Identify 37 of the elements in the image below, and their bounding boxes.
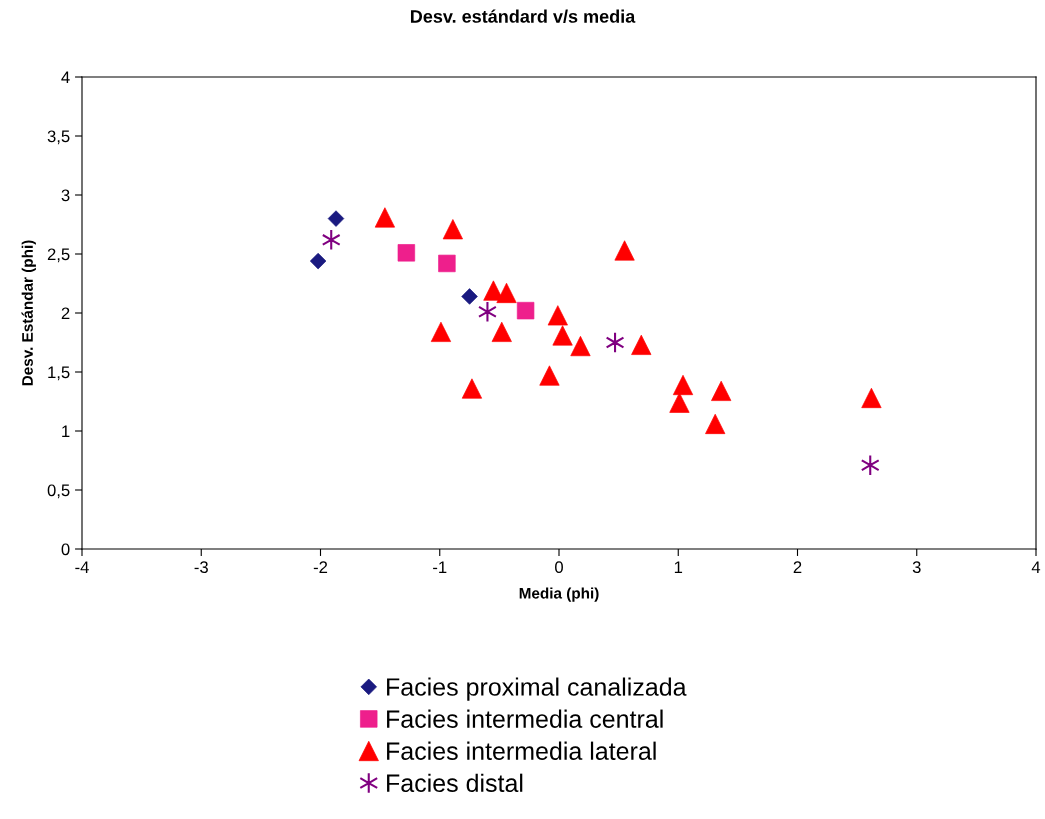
point — [860, 454, 880, 476]
legend-label: Facies distal — [387, 773, 523, 793]
point — [374, 207, 395, 228]
y-tick-label: 1 — [62, 425, 70, 438]
x-tick-label: -4 — [75, 561, 89, 573]
y-tick-label: 1,5 — [48, 366, 70, 381]
x-tick-label: 3 — [912, 561, 921, 574]
y-tick-label: 2,5 — [47, 248, 70, 263]
point — [321, 229, 341, 251]
chart-title: Desv. estándard v/s media — [410, 9, 636, 24]
point — [327, 210, 345, 227]
y-tick-label: 3 — [61, 189, 70, 202]
point — [477, 301, 497, 323]
point — [631, 334, 652, 355]
y-tick-label: 0 — [61, 543, 70, 556]
x-tick-label: 2 — [793, 561, 802, 573]
point — [496, 282, 517, 304]
x-tick-label: -3 — [194, 561, 208, 574]
x-axis-title: Media (phi) — [519, 587, 599, 602]
y-tick-label: 2 — [61, 307, 70, 320]
legend-label: Facies intermedia lateral — [387, 741, 656, 760]
y-axis-title: Desv. Estándar (phi) — [21, 240, 36, 386]
y-tick-label: 4 — [61, 71, 70, 84]
point — [442, 219, 463, 240]
point — [430, 321, 452, 342]
x-tick-label: -1 — [433, 561, 447, 573]
point — [570, 335, 591, 357]
x-tick-label: 4 — [1031, 561, 1041, 573]
point — [438, 254, 456, 273]
y-tick-label: 0,5 — [47, 484, 70, 499]
y-tick-label: 3,5 — [47, 130, 70, 145]
point — [672, 374, 694, 396]
legend-label: Facies intermedia central — [387, 709, 663, 728]
legend-label: Facies proximal canalizada — [387, 677, 687, 701]
x-tick-label: 0 — [555, 561, 563, 574]
x-tick-label: -2 — [313, 561, 328, 573]
x-tick-label: 1 — [674, 561, 683, 573]
